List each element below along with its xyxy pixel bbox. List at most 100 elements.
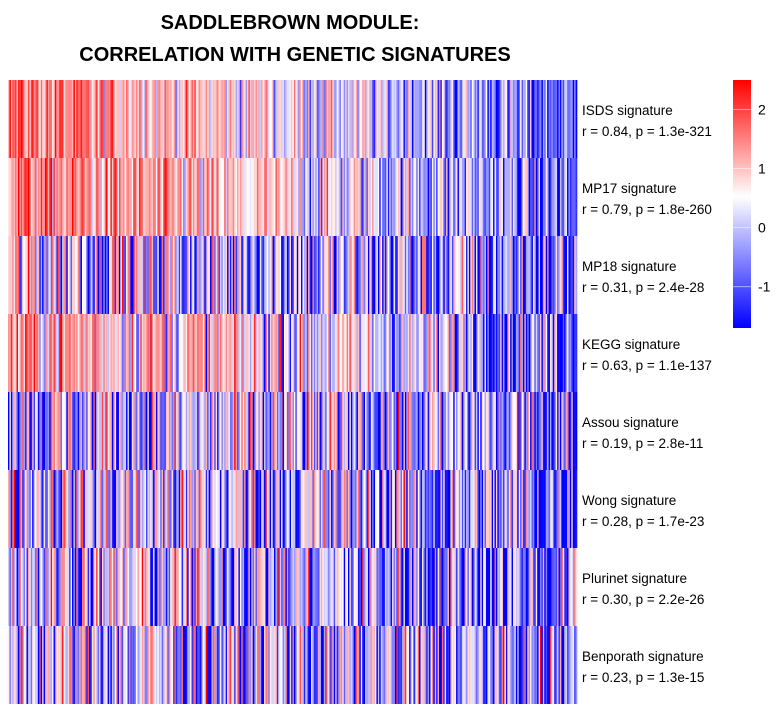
heatmap-cell <box>239 314 242 392</box>
heatmap-cell <box>17 314 20 392</box>
heatmap-cell <box>429 470 431 548</box>
heatmap-cell <box>470 548 473 626</box>
heatmap-cell <box>402 236 404 314</box>
heatmap-cell <box>367 392 370 470</box>
heatmap-cell <box>100 236 103 314</box>
heatmap-cell <box>345 548 347 626</box>
heatmap-cell <box>568 314 571 392</box>
heatmap-cell <box>551 314 554 392</box>
heatmap-cell <box>541 314 544 392</box>
heatmap-cell <box>181 392 184 470</box>
heatmap-cell <box>434 548 437 626</box>
heatmap-cell <box>262 392 265 470</box>
heatmap-cell <box>100 80 103 158</box>
heatmap-cell <box>436 314 438 392</box>
heatmap-cell <box>404 236 407 314</box>
heatmap-cell <box>215 158 218 236</box>
heatmap-cell <box>22 548 24 626</box>
heatmap-cell <box>345 158 347 236</box>
heatmap-cell <box>305 236 308 314</box>
heatmap-cell <box>403 158 406 236</box>
heatmap-cell <box>52 548 54 626</box>
heatmap-cell <box>474 626 477 704</box>
heatmap-cell <box>170 314 172 392</box>
heatmap-cell <box>40 236 43 314</box>
heatmap-cell <box>210 470 212 548</box>
heatmap-cell <box>86 548 88 626</box>
heatmap-cell <box>340 470 343 548</box>
heatmap-cell <box>306 392 309 470</box>
heatmap-cell <box>161 548 164 626</box>
heatmap-cell <box>568 236 571 314</box>
heatmap-cell <box>350 314 353 392</box>
heatmap-cell <box>93 392 96 470</box>
heatmap-cell <box>491 392 494 470</box>
heatmap-cell <box>239 392 242 470</box>
heatmap-cell <box>150 158 152 236</box>
heatmap-cell <box>224 548 226 626</box>
heatmap-cell <box>83 236 86 314</box>
heatmap-cell <box>106 158 108 236</box>
heatmap-cell <box>323 314 326 392</box>
heatmap-cell <box>187 470 189 548</box>
heatmap-cell <box>510 392 512 470</box>
heatmap-cell <box>328 314 330 392</box>
heatmap-cell <box>427 470 430 548</box>
heatmap-cell <box>561 626 564 704</box>
heatmap-cell <box>574 80 576 158</box>
heatmap-cell <box>12 392 14 470</box>
heatmap-cell <box>468 158 471 236</box>
heatmap-cell <box>329 314 332 392</box>
heatmap-cell <box>185 158 188 236</box>
heatmap-cell <box>359 236 362 314</box>
heatmap-cell <box>495 626 498 704</box>
heatmap-cell <box>518 626 521 704</box>
heatmap-cell <box>444 392 447 470</box>
heatmap-cell <box>81 314 84 392</box>
heatmap-cell <box>541 236 544 314</box>
heatmap-cell <box>246 470 249 548</box>
heatmap-cell <box>25 392 27 470</box>
heatmap-cell <box>160 158 162 236</box>
heatmap-cell <box>262 236 265 314</box>
heatmap-cell <box>559 626 562 704</box>
heatmap-cell <box>562 236 565 314</box>
heatmap-cell <box>441 158 444 236</box>
heatmap-cell <box>177 548 179 626</box>
heatmap-cell <box>474 548 477 626</box>
heatmap-cell <box>426 548 428 626</box>
heatmap-cell <box>416 470 418 548</box>
heatmap-cell <box>409 236 411 314</box>
heatmap-cell <box>84 158 87 236</box>
heatmap-cell <box>164 80 167 158</box>
heatmap-cell <box>254 158 256 236</box>
heatmap-cell <box>158 548 161 626</box>
heatmap-cell <box>265 236 268 314</box>
heatmap-cell <box>54 392 57 470</box>
heatmap-cell <box>50 392 53 470</box>
heatmap-cell <box>545 392 548 470</box>
heatmap-cell <box>329 626 332 704</box>
heatmap-cell <box>404 626 407 704</box>
heatmap-cell <box>198 80 201 158</box>
heatmap-cell <box>227 236 229 314</box>
heatmap-cell <box>269 80 272 158</box>
heatmap-cell <box>356 626 359 704</box>
heatmap-cell <box>35 626 37 704</box>
heatmap-cell <box>62 314 64 392</box>
heatmap-cell <box>353 470 356 548</box>
heatmap-cell <box>430 158 433 236</box>
heatmap-cell <box>30 236 33 314</box>
heatmap-cell <box>63 392 66 470</box>
heatmap-cell <box>309 236 312 314</box>
heatmap-cell <box>335 470 337 548</box>
heatmap-cell <box>256 80 259 158</box>
heatmap-cell <box>91 626 94 704</box>
heatmap-cell <box>228 314 231 392</box>
row-label-name: KEGG signature <box>582 337 680 352</box>
heatmap-cell <box>316 548 319 626</box>
heatmap-cell <box>336 80 339 158</box>
heatmap-cell <box>312 314 315 392</box>
heatmap-cell <box>437 470 440 548</box>
heatmap-cell <box>313 314 316 392</box>
